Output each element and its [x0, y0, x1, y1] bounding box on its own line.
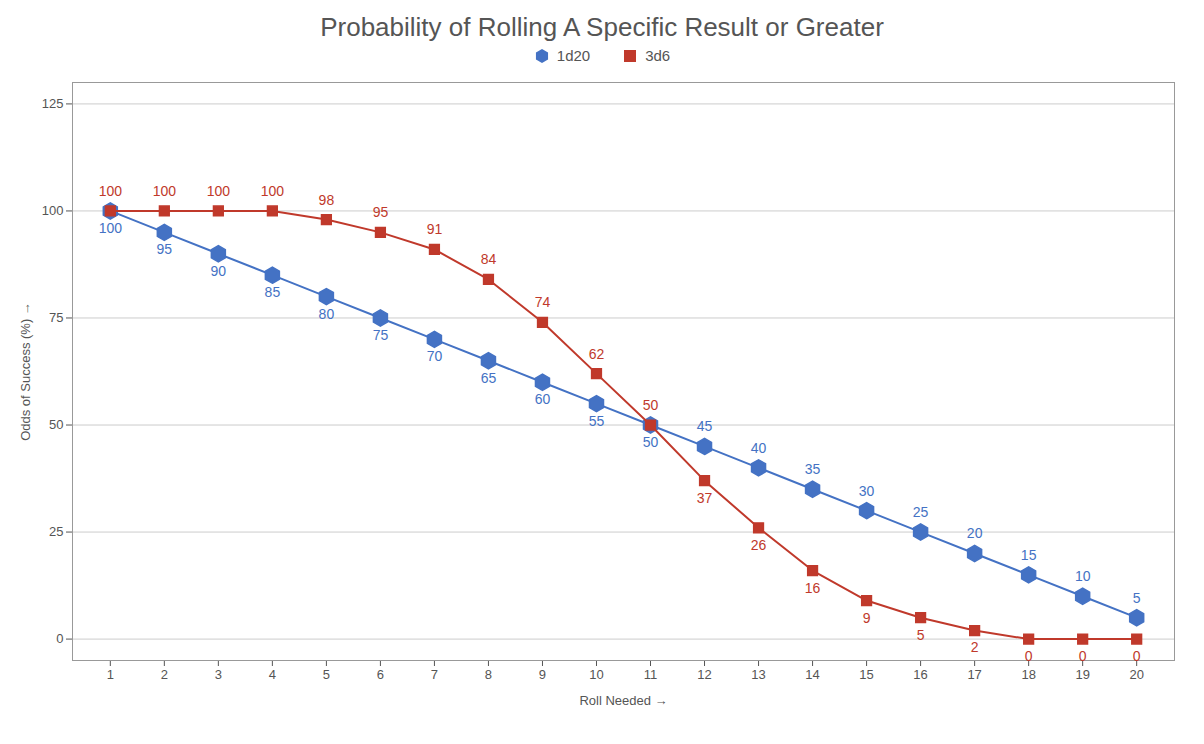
svg-text:125: 125: [42, 96, 64, 111]
svg-text:12: 12: [697, 667, 711, 682]
svg-text:90: 90: [211, 263, 227, 279]
svg-text:5: 5: [1133, 590, 1141, 606]
svg-text:75: 75: [373, 327, 389, 343]
svg-text:98: 98: [319, 192, 335, 208]
svg-text:26: 26: [751, 537, 767, 553]
svg-text:20: 20: [1129, 667, 1143, 682]
svg-text:50: 50: [643, 434, 659, 450]
svg-text:70: 70: [427, 348, 443, 364]
svg-text:100: 100: [261, 183, 285, 199]
svg-text:Odds of Success (%) →: Odds of Success (%) →: [18, 302, 33, 441]
svg-text:16: 16: [913, 667, 927, 682]
svg-text:8: 8: [485, 667, 492, 682]
svg-text:2: 2: [161, 667, 168, 682]
svg-text:62: 62: [589, 346, 605, 362]
svg-text:100: 100: [207, 183, 231, 199]
svg-text:74: 74: [535, 294, 551, 310]
svg-text:10: 10: [589, 667, 603, 682]
svg-text:15: 15: [859, 667, 873, 682]
svg-text:0: 0: [1025, 648, 1033, 664]
svg-text:85: 85: [265, 284, 281, 300]
svg-text:16: 16: [805, 580, 821, 596]
svg-text:50: 50: [49, 417, 63, 432]
svg-text:100: 100: [42, 203, 64, 218]
svg-text:1: 1: [107, 667, 114, 682]
svg-text:35: 35: [805, 461, 821, 477]
svg-text:25: 25: [913, 504, 929, 520]
svg-text:7: 7: [431, 667, 438, 682]
svg-text:100: 100: [99, 183, 123, 199]
svg-text:4: 4: [269, 667, 276, 682]
svg-text:19: 19: [1075, 667, 1089, 682]
svg-text:100: 100: [99, 220, 123, 236]
svg-text:55: 55: [589, 413, 605, 429]
svg-text:11: 11: [644, 667, 658, 682]
svg-text:50: 50: [643, 397, 659, 413]
svg-text:45: 45: [697, 418, 713, 434]
svg-text:5: 5: [917, 627, 925, 643]
svg-text:84: 84: [481, 251, 497, 267]
svg-text:91: 91: [427, 221, 443, 237]
svg-text:60: 60: [535, 391, 551, 407]
svg-text:6: 6: [377, 667, 384, 682]
svg-text:Roll Needed →: Roll Needed →: [579, 693, 667, 708]
svg-text:13: 13: [751, 667, 765, 682]
svg-text:30: 30: [859, 483, 875, 499]
html-text:3d6: 3d6: [645, 47, 671, 64]
svg-text:10: 10: [1075, 568, 1091, 584]
svg-text:0: 0: [1079, 648, 1087, 664]
svg-text:15: 15: [1021, 547, 1037, 563]
svg-text:2: 2: [971, 639, 979, 655]
svg-text:25: 25: [49, 524, 63, 539]
svg-text:9: 9: [863, 609, 871, 625]
svg-text:0: 0: [1133, 648, 1141, 664]
svg-text:37: 37: [697, 490, 713, 506]
svg-text:75: 75: [49, 310, 63, 325]
svg-text:9: 9: [539, 667, 546, 682]
svg-text:17: 17: [967, 667, 981, 682]
svg-text:3: 3: [215, 667, 222, 682]
svg-text:100: 100: [153, 183, 177, 199]
svg-text:14: 14: [805, 667, 819, 682]
svg-text:40: 40: [751, 440, 767, 456]
svg-text:0: 0: [56, 631, 63, 646]
svg-text:65: 65: [481, 370, 497, 386]
svg-text:20: 20: [967, 525, 983, 541]
svg-text:18: 18: [1021, 667, 1035, 682]
html-text:1d20: 1d20: [556, 47, 591, 64]
html-text:Probability of Rolling A Speci: Probability of Rolling A Specific Result…: [320, 12, 884, 42]
svg-text:95: 95: [157, 241, 173, 257]
svg-text:80: 80: [319, 306, 335, 322]
svg-text:5: 5: [323, 667, 330, 682]
svg-text:95: 95: [373, 204, 389, 220]
